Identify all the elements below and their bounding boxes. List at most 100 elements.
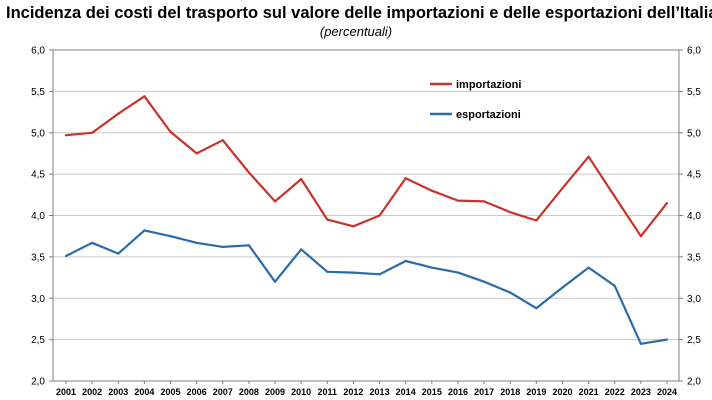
data-point-importazioni — [143, 95, 146, 98]
y-tick-label: 5,5 — [31, 87, 45, 98]
x-tick-label: 2008 — [239, 387, 259, 397]
x-tick-label: 2022 — [605, 387, 625, 397]
y-tick-label-right: 2,5 — [687, 335, 701, 346]
y-tick-label-right: 4,0 — [687, 211, 701, 222]
data-point-importazioni — [352, 225, 355, 228]
x-tick-label: 2015 — [422, 387, 442, 397]
data-point-esportazioni — [143, 229, 146, 232]
data-point-esportazioni — [195, 241, 198, 244]
x-tick-label: 2010 — [291, 387, 311, 397]
x-tick-label: 2014 — [396, 387, 416, 397]
y-tick-label: 6,0 — [31, 46, 45, 57]
y-tick-label: 2,0 — [31, 377, 45, 388]
data-point-importazioni — [404, 177, 407, 180]
data-point-esportazioni — [117, 252, 120, 255]
data-point-esportazioni — [561, 286, 564, 289]
data-point-importazioni — [430, 189, 433, 192]
data-point-importazioni — [91, 131, 94, 134]
series — [64, 95, 669, 345]
x-tick-label: 2016 — [448, 387, 468, 397]
x-tick-label: 2020 — [552, 387, 572, 397]
data-point-esportazioni — [247, 244, 251, 247]
data-point-importazioni — [169, 130, 172, 134]
data-point-esportazioni — [587, 266, 590, 269]
chart-subtitle: (percentuali) — [319, 24, 393, 39]
y-tick-label-right: 5,0 — [687, 128, 701, 139]
x-tick-label: 2019 — [526, 387, 546, 397]
series-line-esportazioni — [65, 229, 668, 345]
data-point-esportazioni — [352, 271, 355, 274]
data-point-importazioni — [535, 219, 538, 222]
x-axis: 2001 2002 2003 2004 2005 2006 2007 2008 2009 2010… — [56, 381, 677, 397]
y-axis-right: 2,0 2,5 3,0 3,5 4,0 4,5 5,0 5,5 6,0 — [679, 46, 701, 388]
data-point-importazioni — [221, 139, 224, 142]
y-tick-label: 3,0 — [31, 294, 45, 305]
y-tick-label: 2,5 — [31, 335, 45, 346]
data-point-importazioni — [300, 177, 303, 181]
x-tick-label: 2004 — [134, 387, 154, 397]
data-point-esportazioni — [404, 259, 407, 263]
y-tick-label-right: 6,0 — [687, 46, 701, 57]
data-point-esportazioni — [169, 235, 172, 238]
y-tick-label-right: 4,5 — [687, 170, 701, 181]
data-point-importazioni — [273, 200, 277, 203]
x-tick-label: 2017 — [474, 387, 494, 397]
data-point-importazioni — [561, 187, 564, 190]
y-tick-label-right: 3,0 — [687, 294, 701, 305]
data-point-importazioni — [665, 201, 669, 205]
x-tick-label: 2007 — [213, 387, 233, 397]
x-tick-label: 2003 — [108, 387, 128, 397]
y-tick-label-right: 3,5 — [687, 252, 701, 263]
legend-label-esportazioni: esportazioni — [456, 109, 521, 121]
data-point-esportazioni — [273, 280, 277, 283]
x-tick-label: 2024 — [657, 387, 677, 397]
x-tick-label: 2018 — [500, 387, 520, 397]
x-tick-label: 2002 — [82, 387, 102, 397]
data-point-importazioni — [64, 134, 68, 137]
y-tick-label-right: 2,0 — [687, 377, 701, 388]
data-point-importazioni — [613, 195, 616, 198]
data-point-esportazioni — [221, 245, 224, 249]
data-point-importazioni — [117, 112, 120, 115]
data-point-esportazioni — [91, 241, 94, 244]
data-point-esportazioni — [430, 266, 433, 269]
legend-label-importazioni: importazioni — [456, 79, 521, 91]
legend: importazioni esportazioni — [430, 79, 521, 121]
chart-title: Incidenza dei costi del trasporto sul va… — [6, 4, 712, 22]
data-point-esportazioni — [378, 273, 381, 276]
y-tick-label: 4,0 — [31, 211, 45, 222]
data-point-esportazioni — [639, 342, 642, 345]
data-point-esportazioni — [482, 280, 486, 283]
data-point-importazioni — [195, 152, 198, 155]
y-tick-label: 4,5 — [31, 170, 45, 181]
x-tick-label: 2023 — [631, 387, 651, 397]
data-point-esportazioni — [456, 271, 460, 274]
data-point-importazioni — [639, 235, 642, 238]
y-tick-label: 5,0 — [31, 128, 45, 139]
gridlines — [53, 90, 679, 341]
data-point-importazioni — [378, 214, 381, 217]
x-tick-label: 2011 — [318, 387, 338, 397]
data-point-esportazioni — [613, 284, 616, 287]
data-point-importazioni — [326, 218, 329, 221]
x-tick-label: 2005 — [161, 387, 181, 397]
y-tick-label-right: 5,5 — [687, 87, 701, 98]
data-point-esportazioni — [300, 248, 303, 251]
x-tick-label: 2012 — [343, 387, 363, 397]
data-point-esportazioni — [535, 307, 538, 310]
data-point-esportazioni — [665, 338, 669, 341]
data-point-esportazioni — [509, 291, 512, 294]
x-tick-label: 2013 — [370, 387, 390, 397]
data-point-importazioni — [509, 211, 512, 214]
data-point-importazioni — [247, 171, 251, 174]
x-tick-label: 2021 — [579, 387, 599, 397]
x-tick-label: 2009 — [265, 387, 285, 397]
data-point-importazioni — [587, 155, 590, 158]
x-tick-label: 2006 — [187, 387, 207, 397]
y-tick-label: 3,5 — [31, 252, 45, 263]
x-tick-label: 2001 — [56, 387, 76, 397]
data-point-esportazioni — [326, 270, 329, 273]
data-point-importazioni — [482, 200, 486, 203]
data-point-esportazioni — [64, 254, 68, 258]
